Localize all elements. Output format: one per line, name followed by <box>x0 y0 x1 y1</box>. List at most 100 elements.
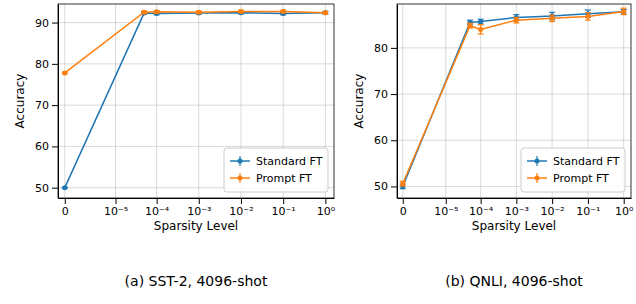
y-tick-mark <box>391 140 397 141</box>
y-tick: 50 <box>374 180 397 193</box>
point <box>621 9 626 14</box>
legend-swatch <box>527 173 547 183</box>
y-tick: 80 <box>35 58 58 71</box>
legend-label: Prompt FT <box>553 172 609 185</box>
error-bar <box>478 19 484 24</box>
y-tick-mark <box>52 23 58 24</box>
point <box>196 10 201 15</box>
y-axis: 50607080 <box>374 5 398 199</box>
x-tick: 10⁻² <box>229 198 253 218</box>
y-tick-mark <box>391 94 397 95</box>
chart-title: (a) SST-2, 4096-shot <box>125 273 268 289</box>
point <box>62 70 67 75</box>
y-tick: 70 <box>374 88 397 101</box>
grid-line <box>58 146 334 147</box>
legend-swatch-marker <box>238 176 243 181</box>
plot-area <box>62 9 329 190</box>
series-line <box>403 12 624 187</box>
x-tick: 10⁻¹ <box>576 198 600 218</box>
x-tick-label: 10⁻⁵ <box>104 205 128 218</box>
plot-frame <box>58 4 334 198</box>
error-bar <box>400 181 406 186</box>
x-tick-mark <box>325 198 326 204</box>
x-tick: 0 <box>400 198 407 218</box>
point <box>585 14 590 19</box>
x-tick: 10⁻⁴ <box>145 198 170 218</box>
x-axis-title: Sparsity Level <box>154 219 238 233</box>
legend: Standard FT Prompt FT <box>521 148 625 192</box>
error-bar-cap <box>549 21 555 22</box>
plot-frame <box>397 4 631 198</box>
x-axis-line <box>398 198 632 199</box>
x-tick-mark <box>403 198 404 204</box>
legend-box <box>521 148 625 192</box>
y-tick-mark <box>52 146 58 147</box>
y-tick-label: 90 <box>35 17 49 30</box>
y-tick: 60 <box>35 140 58 153</box>
error-bar-cap <box>585 20 591 21</box>
x-axis: 010⁻⁵10⁻⁴10⁻³10⁻²10⁻¹10⁰ <box>398 198 634 218</box>
series-line <box>65 13 326 188</box>
y-tick-mark <box>391 186 397 187</box>
grid-line <box>397 94 631 95</box>
y-tick-label: 70 <box>35 99 49 112</box>
y-tick-mark <box>52 64 58 65</box>
grid-line <box>58 63 334 64</box>
x-axis: 010⁻⁵10⁻⁴10⁻³10⁻²10⁻¹10⁰ <box>59 198 336 218</box>
y-tick-label: 70 <box>374 88 388 101</box>
panel: 010⁻⁵10⁻⁴10⁻³10⁻²10⁻¹10⁰50607080Sparsity… <box>352 4 634 289</box>
x-tick-mark <box>283 198 284 204</box>
error-bar <box>513 17 519 23</box>
x-tick: 10⁻⁵ <box>434 198 458 218</box>
point <box>323 10 328 15</box>
y-tick-mark <box>52 188 58 189</box>
panel: 010⁻⁵10⁻⁴10⁻³10⁻²10⁻¹10⁰5060708090Sparsi… <box>13 4 336 289</box>
grid-line <box>156 4 157 198</box>
x-tick-mark <box>552 198 553 204</box>
x-tick: 0 <box>62 198 69 218</box>
legend-swatch-marker <box>535 159 540 164</box>
y-tick-label: 80 <box>35 58 49 71</box>
grid-line <box>198 4 199 198</box>
grid-line <box>58 105 334 106</box>
error-bar-cap <box>478 24 484 25</box>
x-axis-line <box>59 198 335 199</box>
legend-swatch <box>230 173 250 183</box>
error-bar-cap <box>585 9 591 10</box>
point <box>478 19 483 24</box>
x-tick-label: 10⁻² <box>541 205 565 218</box>
legend-swatch <box>230 156 250 166</box>
legend-swatch-marker <box>535 176 540 181</box>
error-bar-cap <box>621 8 627 9</box>
y-axis-title: Accuracy <box>13 74 27 129</box>
point <box>154 9 159 14</box>
chart-title: (b) QNLI, 4096-shot <box>445 273 583 289</box>
error-bar-cap <box>621 14 627 15</box>
error-bar <box>478 25 484 34</box>
point <box>514 18 519 23</box>
point <box>142 10 147 15</box>
plot-area <box>400 8 627 189</box>
grid-line <box>397 47 631 48</box>
x-tick: 10⁻³ <box>505 198 529 218</box>
x-tick-label: 10⁰ <box>615 205 634 218</box>
legend-swatch <box>527 156 547 166</box>
grid <box>397 4 631 198</box>
x-tick-label: 10⁻¹ <box>272 205 296 218</box>
x-tick: 10⁻² <box>541 198 565 218</box>
point <box>400 181 405 186</box>
legend-label: Prompt FT <box>256 172 312 185</box>
x-tick-mark <box>157 198 158 204</box>
point <box>621 9 626 14</box>
grid-line <box>64 4 65 198</box>
grid-line <box>480 4 481 198</box>
y-tick-label: 60 <box>374 134 388 147</box>
series-line <box>403 11 624 183</box>
point <box>238 9 243 14</box>
x-axis-title: Sparsity Level <box>472 219 556 233</box>
x-tick: 10⁰ <box>317 198 336 218</box>
legend-label: Standard FT <box>553 155 620 168</box>
x-tick-label: 0 <box>62 205 69 218</box>
error-bar-cap <box>549 12 555 13</box>
y-tick: 50 <box>35 182 58 195</box>
